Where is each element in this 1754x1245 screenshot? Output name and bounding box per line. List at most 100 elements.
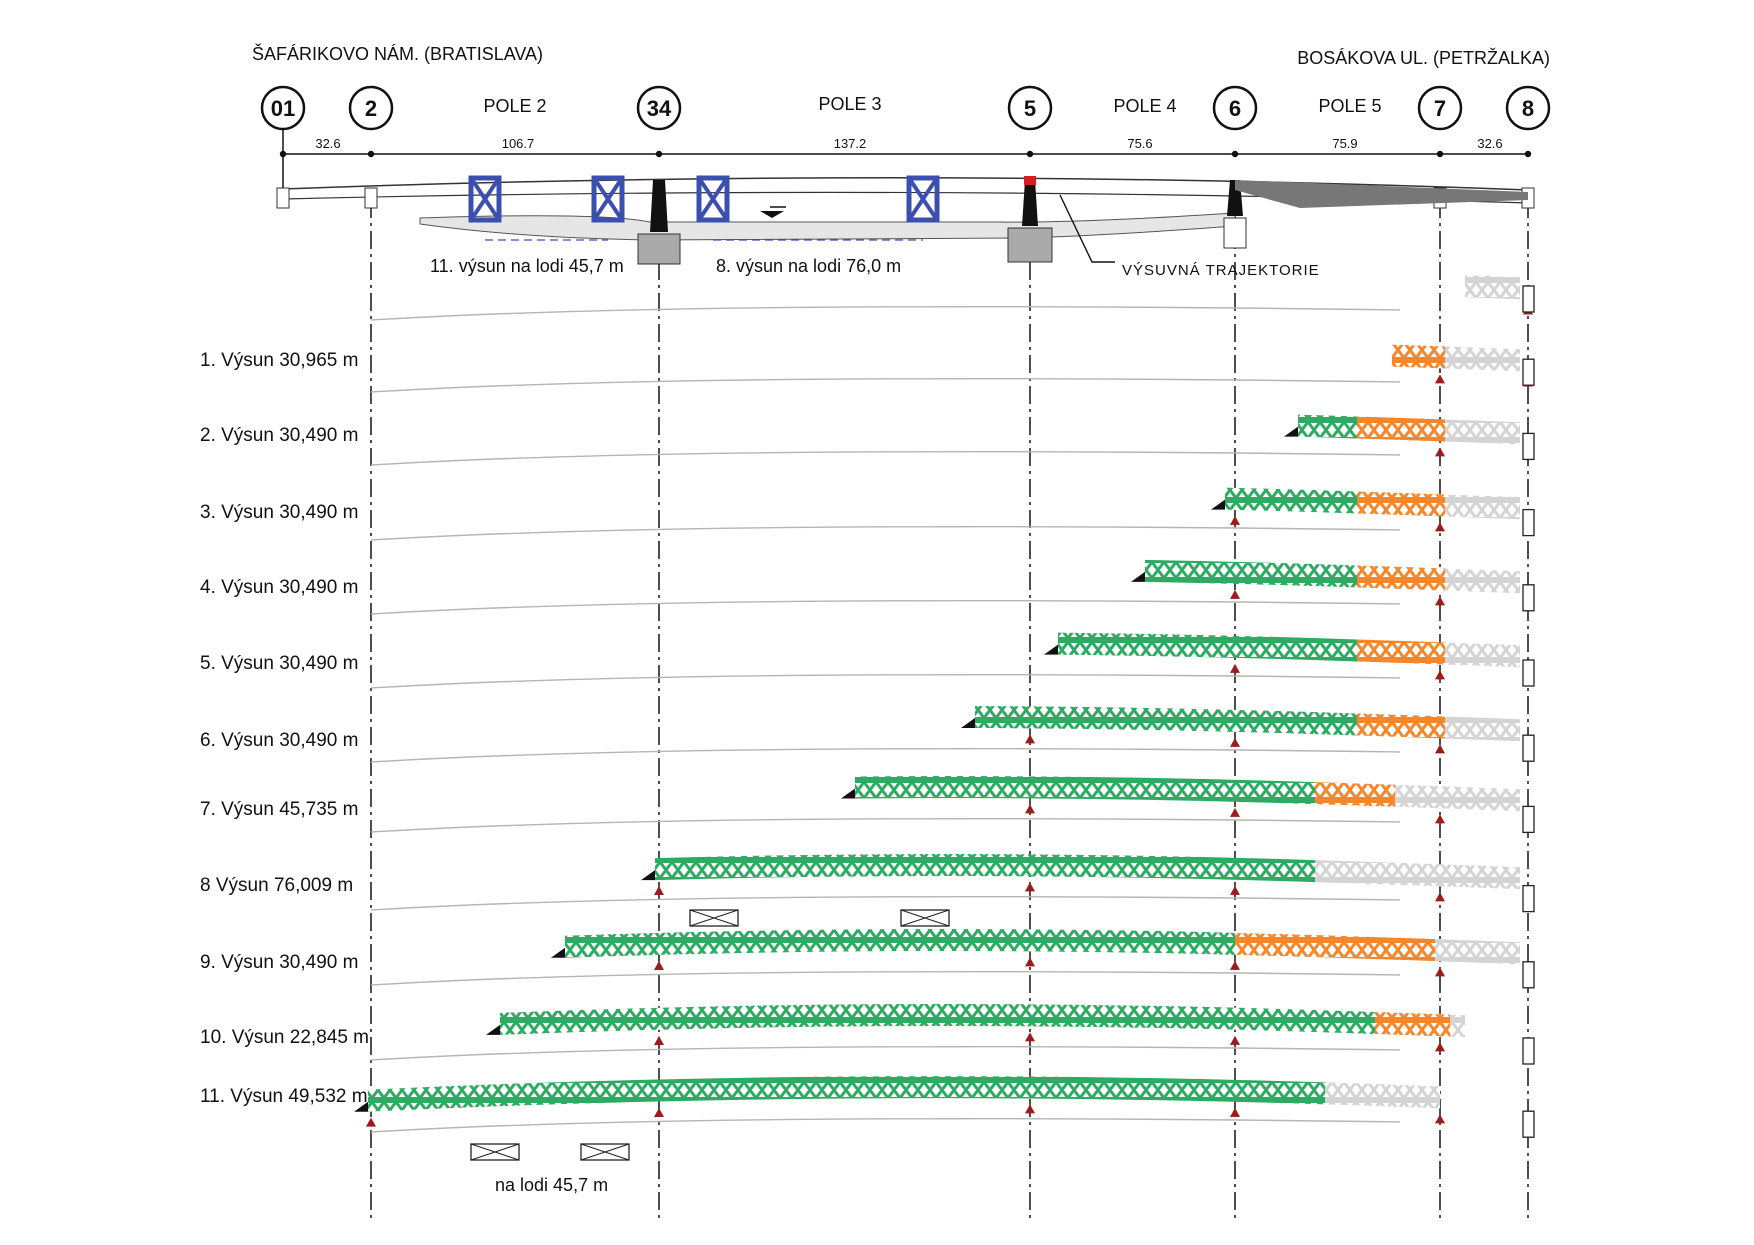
pier-support-marker <box>1230 1035 1240 1045</box>
launching-nose-icon <box>1284 426 1298 437</box>
launch-stage <box>370 776 1535 834</box>
stage-trajectory-line <box>370 525 1401 541</box>
temporary-support-frame <box>906 175 940 223</box>
temporary-support-brace <box>907 176 939 222</box>
launching-nose-icon <box>1131 571 1145 582</box>
pier-support-marker <box>1025 804 1035 814</box>
launch-steps <box>354 275 1535 1161</box>
truss-segment-launched <box>1145 559 1357 588</box>
launching-nose-icon <box>354 1101 368 1112</box>
pontoon-cross <box>470 1143 520 1161</box>
field-label-pole-3: POLE 3 <box>818 94 881 114</box>
launch-step-label: 6. Výsun 30,490 m <box>200 730 358 751</box>
span-2-34: 106.7 <box>502 136 535 151</box>
pier-support-marker <box>1025 957 1035 967</box>
trajectory-label: VÝSUVNÁ TRAJEKTORIE <box>1122 262 1320 279</box>
pier-5-tower <box>1022 180 1038 226</box>
riverbed-shape <box>419 212 1236 241</box>
truss-segment-launched <box>368 1076 1325 1112</box>
stage-trajectory-line <box>370 599 1401 615</box>
ship-launch-11-note: 11. výsun na lodi 45,7 m <box>430 256 624 276</box>
pier-support-marker <box>1230 515 1240 525</box>
left-end-label: ŠAFÁRIKOVO NÁM. (BRATISLAVA) <box>252 43 543 64</box>
dimension-tick-6 <box>1231 150 1239 158</box>
truss-segment-current <box>1375 1012 1450 1037</box>
pier-support-marker <box>1435 374 1445 384</box>
launch-step-label: 8 Výsun 76,009 m <box>200 875 353 896</box>
pier-support-marker <box>1435 1042 1445 1052</box>
launch-step-label: 7. Výsun 45,735 m <box>200 799 358 820</box>
pier-support-marker <box>1025 734 1035 744</box>
bridge-elevation <box>276 150 1535 265</box>
truss-segment-pending <box>1395 784 1520 812</box>
pier-bubble-6: 6 <box>1212 85 1258 131</box>
pier-support-marker <box>1230 885 1240 895</box>
launching-nose-icon <box>961 718 975 729</box>
pier-support-marker <box>1435 522 1445 532</box>
pier-label-5: 5 <box>1024 96 1036 121</box>
abutment-icon <box>1522 734 1535 762</box>
pier-support-marker <box>1025 1032 1035 1042</box>
pier-bubble-7: 7 <box>1417 85 1463 131</box>
pier-support-marker <box>366 1117 376 1127</box>
launch-stage <box>370 1004 1535 1065</box>
water-level-icon <box>760 211 784 218</box>
abutment-icon <box>1522 358 1535 386</box>
pier-bubble-34: 34 <box>636 85 682 131</box>
truss-segment-current <box>1357 491 1445 517</box>
truss-segment-pending <box>1315 860 1520 890</box>
pier-label-2: 2 <box>365 96 377 121</box>
pier-5-bearing <box>1024 176 1036 185</box>
pier-support-marker <box>654 960 664 970</box>
bottom-ship-note: na lodi 45,7 m <box>495 1175 608 1195</box>
temporary-support-frame <box>696 175 730 223</box>
pier-34-tower <box>650 180 668 232</box>
abutment-icon <box>1522 659 1535 687</box>
stage-trajectory-line <box>370 747 1401 763</box>
pier-support-marker <box>654 1107 664 1117</box>
truss-segment-launched <box>1225 487 1357 514</box>
truss-segment-pending <box>1325 1082 1440 1109</box>
truss-segment-pending <box>1435 939 1520 965</box>
stage-trajectory-line <box>370 895 1401 911</box>
temporary-support-icon <box>591 175 625 223</box>
temporary-support-brace <box>592 176 624 222</box>
stage-trajectory-line <box>370 1045 1401 1061</box>
stage-trajectory-line <box>370 377 1401 393</box>
dimension-tick-7 <box>1436 150 1444 158</box>
pier-support-marker <box>1230 807 1240 817</box>
span-01-2: 32.6 <box>315 136 340 151</box>
temporary-support-frame <box>468 175 502 223</box>
launch-stage <box>370 559 1535 615</box>
dimension-tick-01 <box>279 150 287 158</box>
stage-trajectory-line <box>370 970 1401 986</box>
launching-nose-icon <box>551 947 565 958</box>
launch-stage <box>370 632 1535 689</box>
pontoon-cross <box>689 909 739 927</box>
temporary-support-icon <box>696 175 730 223</box>
truss-segment-pending <box>1445 346 1520 372</box>
launch-stage <box>370 275 1535 321</box>
abutment-icon <box>1522 508 1535 537</box>
field-label-pole-4: POLE 4 <box>1113 96 1176 116</box>
launch-step-label: 9. Výsun 30,490 m <box>200 952 358 973</box>
stage-trajectory-line <box>370 450 1401 466</box>
dimension-tick-2 <box>367 150 375 158</box>
temporary-support-brace <box>469 176 501 222</box>
truss-segment-pending <box>1445 716 1520 742</box>
pier-support-marker <box>1230 737 1240 747</box>
temporary-support-icon <box>906 175 940 223</box>
field-label-pole-2: POLE 2 <box>483 96 546 116</box>
launching-nose-icon <box>1211 499 1225 510</box>
temporary-support-frame <box>591 175 625 223</box>
truss-segment-launched <box>855 776 1315 805</box>
abutment-icon <box>1522 432 1535 461</box>
abutment-icon <box>1522 1037 1535 1065</box>
ship-launch-8-note: 8. výsun na lodi 76,0 m <box>716 256 901 276</box>
truss-segment-pending <box>1445 642 1520 668</box>
launching-nose-icon <box>1044 644 1058 655</box>
dimension-tick-8 <box>1524 150 1532 158</box>
ship-pontoon-icon <box>900 909 950 927</box>
pier-support-marker <box>654 885 664 895</box>
